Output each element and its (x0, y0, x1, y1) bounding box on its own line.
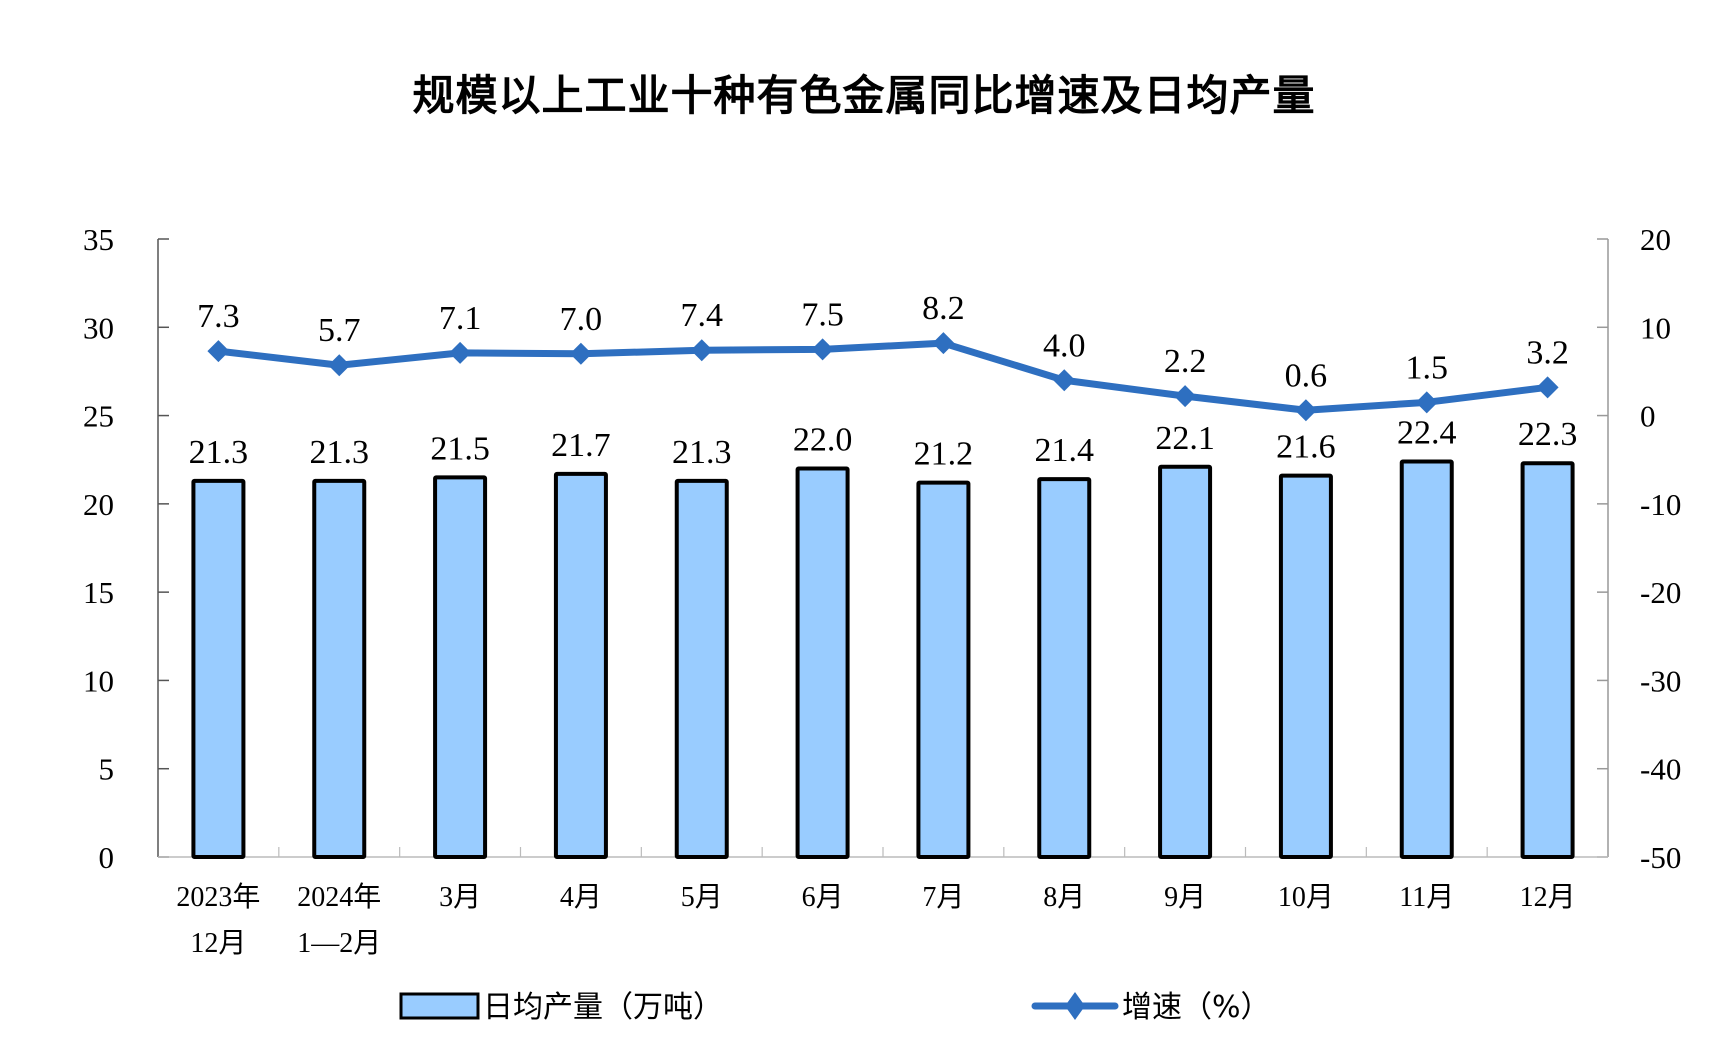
bar-value-label: 22.0 (793, 422, 853, 459)
x-axis-label: 12月 (1520, 882, 1576, 913)
line-value-label: 7.0 (560, 301, 603, 338)
x-axis-label-line2: 1—2月 (297, 928, 381, 959)
right-axis-tick-label: -10 (1640, 487, 1681, 522)
diamond-marker-icon (569, 342, 592, 365)
line-series (207, 332, 1559, 422)
x-axis-label: 6月 (802, 882, 844, 913)
bar-value-label: 21.5 (430, 430, 490, 467)
legend-bar-label: 日均产量（万吨） (483, 990, 723, 1025)
diamond-marker-icon (690, 339, 713, 362)
legend-diamond-marker-icon (1065, 992, 1085, 1020)
bar (795, 466, 850, 859)
left-axis-tick-label: 35 (83, 222, 114, 257)
axes: 0 5 10 15 20 25 30 35 -50 -40 -30 -20 -10 0 10 20 2023年 1… (83, 222, 1681, 959)
line-value-label: 7.1 (439, 300, 482, 337)
line-value-label: 8.2 (922, 290, 965, 327)
line-value-label: 3.2 (1526, 334, 1569, 371)
x-axis-label: 2023年 (176, 881, 260, 913)
line-value-label: 7.4 (681, 297, 724, 334)
bar (433, 475, 488, 859)
bar-value-label: 22.4 (1397, 414, 1457, 451)
right-axis-tick-label: 0 (1640, 399, 1656, 434)
x-axis-label: 11月 (1399, 882, 1454, 913)
bar (553, 471, 608, 859)
line-value-label: 7.5 (801, 296, 844, 333)
right-axis-tick-label: -30 (1640, 663, 1681, 698)
x-axis-label-line2: 12月 (190, 928, 246, 959)
left-axis-tick-label: 20 (83, 487, 114, 522)
diamond-marker-icon (1174, 385, 1197, 408)
bar-value-label: 21.4 (1035, 432, 1095, 469)
bar-value-label: 22.3 (1518, 416, 1578, 453)
bar (1278, 473, 1333, 859)
legend-bar-swatch (399, 992, 480, 1020)
bar-value-label: 21.2 (914, 436, 974, 473)
diamond-marker-icon (1536, 376, 1559, 399)
growth-line (218, 339, 1549, 414)
x-axis-label: 7月 (922, 882, 964, 913)
chart-title: 规模以上工业十种有色金属同比增速及日均产量 (412, 71, 1316, 120)
left-axis-tick-label: 5 (99, 752, 115, 787)
diamond-marker-icon (1415, 391, 1438, 414)
line-value-label: 1.5 (1406, 349, 1449, 386)
left-axis-tick-label: 10 (83, 663, 114, 698)
bar (191, 478, 246, 859)
bar-series (191, 459, 1575, 859)
bar-value-label: 22.1 (1155, 420, 1215, 457)
x-axis-label: 9月 (1164, 882, 1206, 913)
right-axis-tick-label: -50 (1640, 840, 1681, 875)
x-axis-label: 3月 (439, 882, 481, 913)
bar-value-label: 21.6 (1276, 429, 1336, 466)
bar (1520, 461, 1575, 859)
data-labels: 21.3 21.3 21.5 21.7 21.3 22.0 21.2 21.4 22.1 21.6… (189, 290, 1578, 472)
legend-line-label: 增速（%） (1122, 990, 1271, 1025)
bar (1158, 464, 1213, 859)
right-axis-tick-label: -40 (1640, 752, 1681, 787)
left-axis-tick-label: 0 (99, 840, 115, 875)
bar-value-label: 21.3 (672, 434, 732, 471)
diamond-marker-icon (449, 341, 472, 364)
right-axis-tick-label: 20 (1640, 222, 1671, 257)
bar (312, 478, 367, 859)
line-value-label: 0.6 (1285, 357, 1328, 394)
x-axis-label: 5月 (681, 882, 723, 913)
diamond-marker-icon (207, 340, 230, 363)
bar (1037, 477, 1092, 859)
bar (916, 480, 971, 859)
x-axis-label: 2024年 (297, 881, 381, 913)
diamond-marker-icon (811, 338, 834, 361)
bar-value-label: 21.3 (310, 434, 370, 471)
legend: 日均产量（万吨） 增速（%） (399, 990, 1271, 1025)
line-value-label: 7.3 (197, 298, 240, 335)
line-value-label: 5.7 (318, 312, 361, 349)
left-axis-tick-label: 30 (83, 310, 114, 345)
line-value-label: 2.2 (1164, 343, 1207, 380)
bar-value-label: 21.7 (551, 427, 611, 464)
diamond-marker-icon (328, 354, 351, 377)
diamond-marker-icon (1053, 369, 1076, 392)
bar-value-label: 21.3 (189, 434, 249, 471)
left-axis-tick-label: 15 (83, 575, 114, 610)
diamond-marker-icon (932, 332, 955, 355)
bar (1399, 459, 1454, 859)
right-axis-tick-label: -20 (1640, 575, 1681, 610)
left-axis-tick-label: 25 (83, 399, 114, 434)
bar (674, 478, 729, 859)
x-axis-label: 4月 (560, 882, 602, 913)
x-axis-label: 10月 (1278, 882, 1334, 913)
right-axis-tick-label: 10 (1640, 310, 1671, 345)
diamond-marker-icon (1294, 399, 1317, 422)
line-value-label: 4.0 (1043, 327, 1086, 364)
x-axis-label: 8月 (1043, 882, 1085, 913)
